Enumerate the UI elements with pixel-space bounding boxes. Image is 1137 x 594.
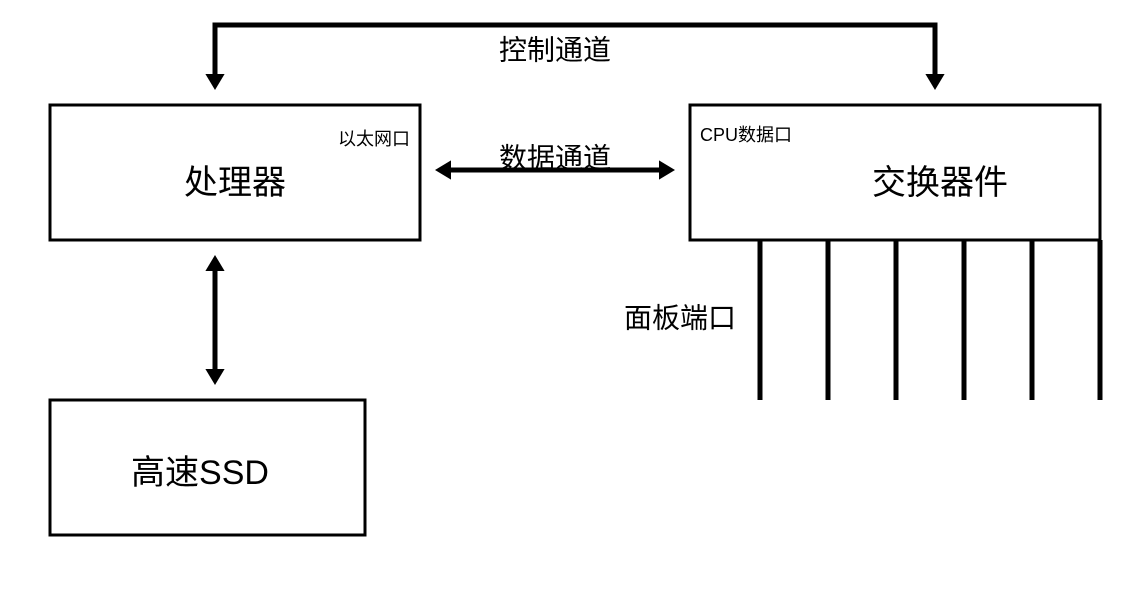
switch_port-label: CPU数据口 — [700, 125, 792, 145]
arrow-head — [435, 160, 451, 179]
data_channel-label: 数据通道 — [499, 142, 611, 173]
arrow-head — [205, 255, 224, 271]
processor_main-label: 处理器 — [184, 164, 286, 202]
arrow-head — [205, 74, 224, 90]
arrow-head — [205, 369, 224, 385]
processor_port-label: 以太网口 — [338, 129, 410, 149]
control_channel-label: 控制通道 — [499, 34, 611, 65]
panel_port-label: 面板端口 — [624, 302, 736, 333]
arrow-head — [659, 160, 675, 179]
ssd_main-label: 高速SSD — [131, 454, 269, 492]
arrow-head — [925, 74, 944, 90]
switch_main-label: 交换器件 — [872, 164, 1008, 202]
